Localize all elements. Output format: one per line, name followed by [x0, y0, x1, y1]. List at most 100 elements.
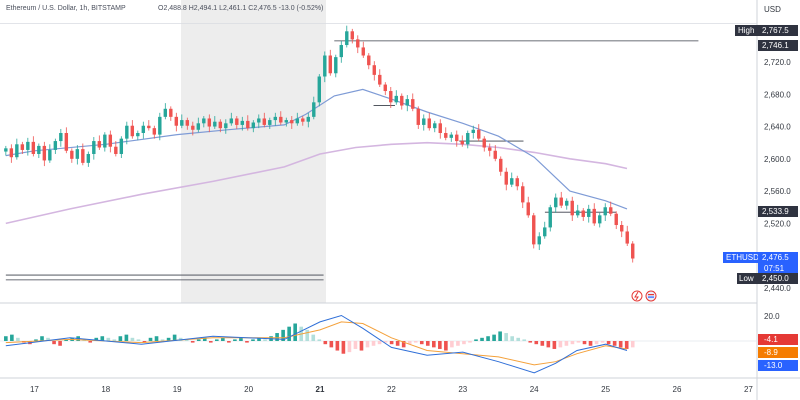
ohlc-readout: O2,488.8 H2,494.1 L2,461.1 C2,476.5 -13.…	[158, 5, 323, 12]
candle-body	[493, 150, 497, 159]
time-tick-label: 19	[173, 385, 182, 394]
slow-ma-line	[5, 141, 628, 225]
macd-histogram-bar	[347, 341, 352, 353]
candle-body	[180, 120, 184, 126]
macd-histogram-bar	[462, 341, 466, 345]
candle-body	[295, 118, 299, 124]
macd-histogram-bar	[425, 341, 430, 346]
candle-body	[125, 125, 129, 139]
macd-histogram-bar	[606, 341, 611, 345]
candle-body	[103, 134, 107, 148]
macd-histogram-bar	[510, 336, 514, 341]
macd-histogram-bar	[311, 334, 316, 341]
candle-body	[31, 141, 36, 154]
candle-body	[372, 65, 376, 75]
macd-histogram-bar	[468, 341, 472, 343]
candle-body	[312, 102, 316, 117]
price-tick-label: 2,440.0	[764, 284, 791, 293]
candle-body	[191, 125, 195, 130]
candle-body	[361, 47, 365, 56]
macd-histogram-bar	[492, 334, 496, 341]
candle-body	[97, 141, 102, 148]
candle-body	[598, 215, 602, 224]
macd-histogram-bar	[184, 339, 189, 341]
macd-histogram-bar	[588, 341, 593, 346]
candle-body	[130, 125, 135, 137]
macd-histogram-bar	[474, 339, 478, 341]
candle-body	[565, 200, 569, 206]
candle-body	[532, 215, 536, 245]
candle-body	[246, 120, 250, 129]
macd-histogram-bar	[383, 341, 388, 343]
candle-body	[53, 141, 58, 150]
macd-histogram-bar	[100, 336, 105, 341]
candle-body	[174, 116, 179, 126]
bar-countdown: 07:51	[764, 264, 785, 273]
time-tick-label: 25	[601, 385, 610, 394]
macd-histogram-bar	[58, 341, 62, 346]
candle-body	[323, 55, 327, 77]
candle-body	[394, 95, 398, 103]
macd-histogram-bar	[528, 341, 533, 343]
candle-body	[262, 118, 267, 125]
macd-histogram-bar	[34, 339, 38, 341]
time-tick-label: 18	[101, 385, 110, 394]
macd-histogram-bar	[160, 339, 165, 341]
candle-body	[526, 202, 530, 216]
price-axis-ticks: 2,720.0 2,680.0 2,640.0 2,600.0 2,560.0 2,520…	[764, 58, 791, 293]
candle-body	[482, 138, 486, 148]
histogram-value-tag: -13.0	[758, 360, 798, 371]
symbol-price-tag: ETHUSD 2,476.5 07:51	[723, 252, 798, 274]
candle-body	[614, 213, 618, 226]
candle-body	[108, 134, 113, 147]
candle-body	[251, 122, 256, 129]
symbol-title: Ethereum / U.S. Dollar, 1h, BITSTAMP	[6, 5, 126, 12]
macd-histogram-bar	[202, 337, 207, 341]
flag-icon[interactable]	[645, 290, 657, 302]
candle-body	[559, 197, 563, 206]
svg-text:Low: Low	[739, 274, 754, 283]
candle-body	[438, 123, 442, 133]
macd-histogram-bar	[558, 341, 563, 348]
svg-text:High: High	[738, 26, 754, 35]
macd-histogram-bar	[281, 329, 285, 341]
macd-histogram-bar	[365, 341, 370, 348]
candle-body	[81, 149, 85, 163]
candle-body	[42, 145, 47, 161]
macd-axis-tick: 20.0	[764, 312, 780, 321]
time-tick-label: 26	[673, 385, 682, 394]
price-tick-label: 2,600.0	[764, 155, 791, 164]
candle-body	[229, 118, 234, 124]
candle-body	[257, 118, 261, 123]
macd-histogram-bar	[480, 337, 484, 341]
macd-histogram-bar	[148, 337, 153, 341]
time-tick-label: 20	[244, 385, 253, 394]
candle-body	[207, 118, 212, 127]
macd-histogram-bar	[287, 326, 291, 341]
candle-body	[400, 95, 404, 106]
candle-body	[218, 121, 223, 129]
time-tick-label: 27	[744, 385, 753, 394]
candle-body	[422, 118, 426, 125]
macd-histogram-bar	[4, 336, 8, 341]
candle-body	[306, 116, 310, 122]
candle-body	[119, 138, 124, 154]
candle-body	[20, 144, 25, 150]
moving-averages	[5, 88, 628, 225]
macd-histogram-bar	[233, 339, 237, 341]
macd-histogram-bar	[432, 341, 436, 348]
candle-body	[416, 108, 420, 125]
macd-histogram-bar	[341, 341, 346, 354]
candle-body	[378, 74, 382, 85]
candle-body	[477, 129, 481, 139]
macd-histogram-bar	[377, 341, 382, 345]
alert-icon[interactable]	[631, 290, 643, 302]
candle-body	[169, 108, 173, 117]
macd-histogram-bar	[239, 337, 243, 341]
candle-body	[279, 116, 283, 123]
session-shade	[181, 0, 326, 303]
svg-text:2,746.1: 2,746.1	[762, 41, 789, 50]
candle-body	[48, 149, 52, 161]
candle-body	[185, 120, 190, 126]
